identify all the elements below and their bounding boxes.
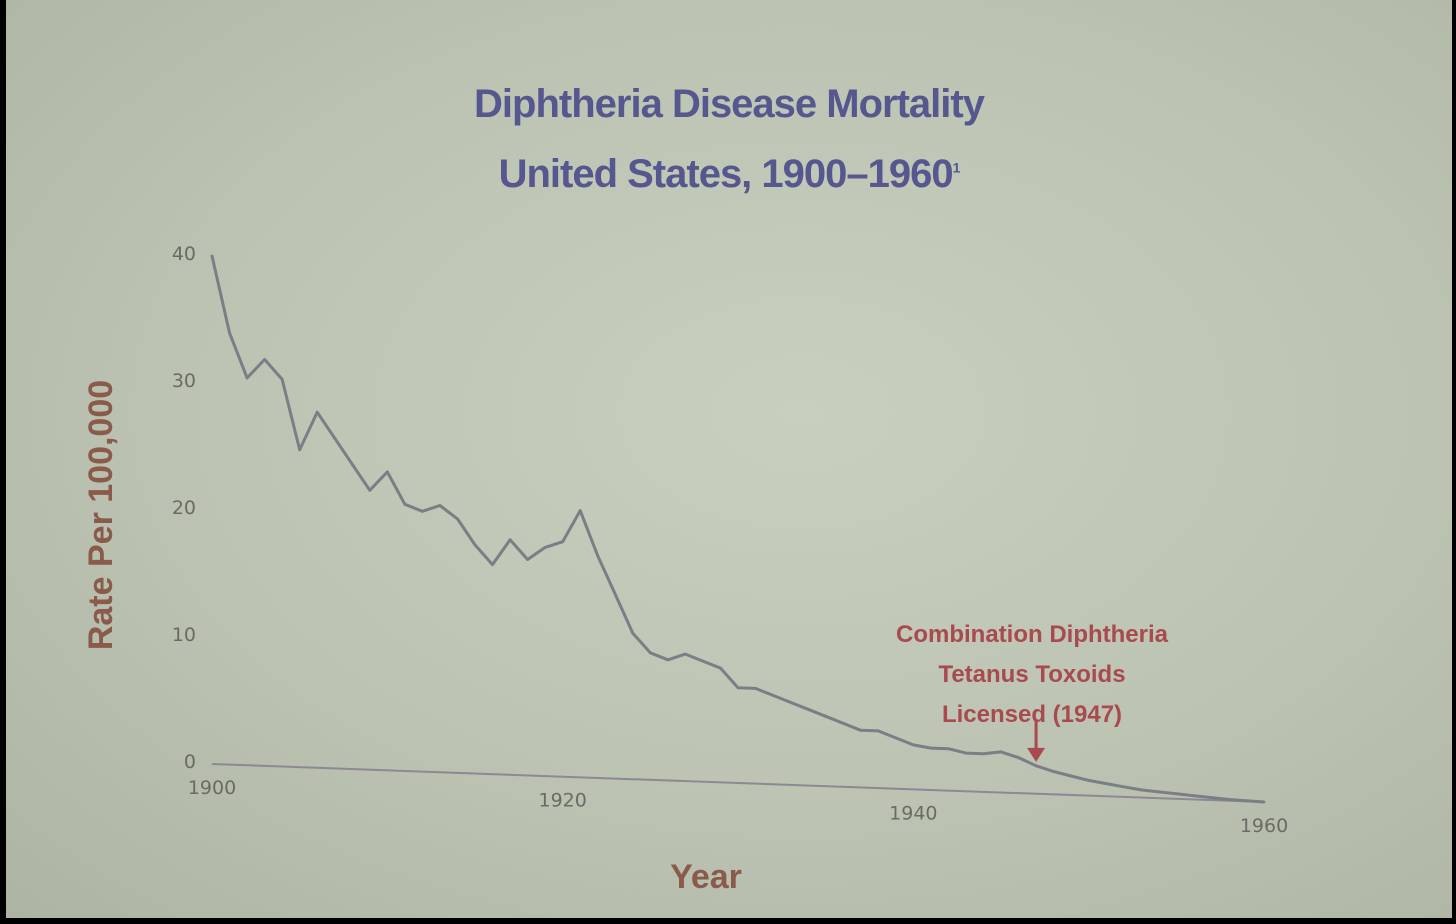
data-point (841, 721, 845, 725)
x-axis-line (211, 763, 1265, 803)
data-point (491, 563, 494, 566)
y-tick-label: 20 (172, 497, 196, 519)
x-axis-title: Year (670, 858, 742, 896)
data-point (1034, 764, 1038, 768)
data-point (876, 729, 880, 733)
data-point (736, 686, 740, 690)
chart-subtitle-text: United States, 1900–1960 (498, 152, 954, 196)
x-axis-ticks: 1900 1920 1940 1960 (188, 777, 1288, 837)
y-tick-label: 10 (172, 624, 196, 646)
data-point (438, 504, 442, 507)
data-point (280, 377, 284, 381)
title-footnote: 1 (952, 159, 961, 176)
annotation-text-line: Combination Diphtheria (896, 621, 1169, 648)
data-point (947, 747, 950, 751)
data-point (806, 707, 810, 711)
data-point (1104, 782, 1108, 785)
data-point (210, 254, 214, 258)
data-point (1157, 790, 1161, 794)
data-point (1017, 756, 1020, 759)
annotation-arrow-head (1027, 747, 1046, 762)
diphtheria-mortality-chart: 40 30 20 10 0 1900 1920 1940 1960 Year Rate Per… (82, 243, 1288, 896)
data-point (648, 651, 652, 655)
data-point (719, 666, 722, 670)
data-point (1087, 779, 1091, 782)
data-point (754, 686, 757, 690)
data-point (894, 736, 898, 740)
data-point (982, 752, 985, 756)
data-point (421, 509, 424, 513)
data-point (333, 436, 337, 440)
data-point (245, 376, 249, 380)
data-point (1069, 774, 1073, 778)
data-point (789, 700, 792, 704)
data-point (684, 652, 687, 656)
data-point (578, 509, 582, 512)
data-point (298, 448, 302, 452)
data-point (456, 517, 459, 521)
data-point (1052, 770, 1055, 773)
data-point (315, 410, 319, 414)
data-point (1210, 796, 1213, 799)
data-point (1227, 798, 1231, 801)
data-point (911, 743, 915, 747)
data-point (964, 751, 968, 755)
data-point (403, 502, 407, 506)
vaccine-annotation: Combination Diphtheria Tetanus Toxoids Lic… (896, 621, 1169, 762)
chart-subtitle: United States, 1900–19601 (6, 152, 1452, 197)
x-tick-label: 1940 (889, 802, 937, 824)
data-point (824, 714, 828, 718)
data-point (473, 543, 477, 547)
y-tick-label: 30 (172, 370, 196, 392)
annotation-text-line: Licensed (1947) (942, 701, 1122, 728)
data-point (771, 693, 775, 697)
data-point (228, 331, 231, 335)
data-point (613, 593, 617, 596)
data-point (350, 462, 354, 466)
data-point (999, 750, 1003, 754)
y-tick-label: 0 (184, 751, 196, 773)
data-points (210, 254, 1266, 804)
data-point (631, 631, 635, 635)
chart-title: Diphtheria Disease Mortality (474, 82, 985, 126)
y-axis-ticks: 40 30 20 10 0 (172, 243, 196, 773)
data-point (508, 538, 512, 542)
data-point (385, 470, 389, 474)
x-tick-label: 1900 (188, 777, 236, 799)
data-point (1122, 785, 1126, 789)
data-point (368, 488, 372, 492)
data-point (1245, 799, 1248, 803)
y-axis-title: Rate Per 100,000 (82, 380, 120, 650)
data-point (543, 546, 547, 549)
x-tick-label: 1960 (1240, 815, 1288, 837)
x-tick-label: 1920 (538, 790, 586, 812)
data-point (701, 659, 705, 663)
data-point (561, 540, 565, 544)
data-point (1192, 794, 1196, 798)
data-point (1262, 800, 1266, 804)
data-point (1139, 788, 1143, 792)
slide: Diphtheria Disease Mortality United Stat… (6, 0, 1452, 918)
data-point (526, 558, 529, 561)
annotation-text-line: Tetanus Toxoids (938, 661, 1125, 688)
data-point (929, 746, 933, 750)
data-point (263, 358, 266, 361)
data-point (596, 554, 600, 558)
y-tick-label: 40 (172, 243, 196, 265)
data-point (666, 658, 670, 662)
data-point (1174, 792, 1178, 796)
data-point (859, 728, 863, 732)
